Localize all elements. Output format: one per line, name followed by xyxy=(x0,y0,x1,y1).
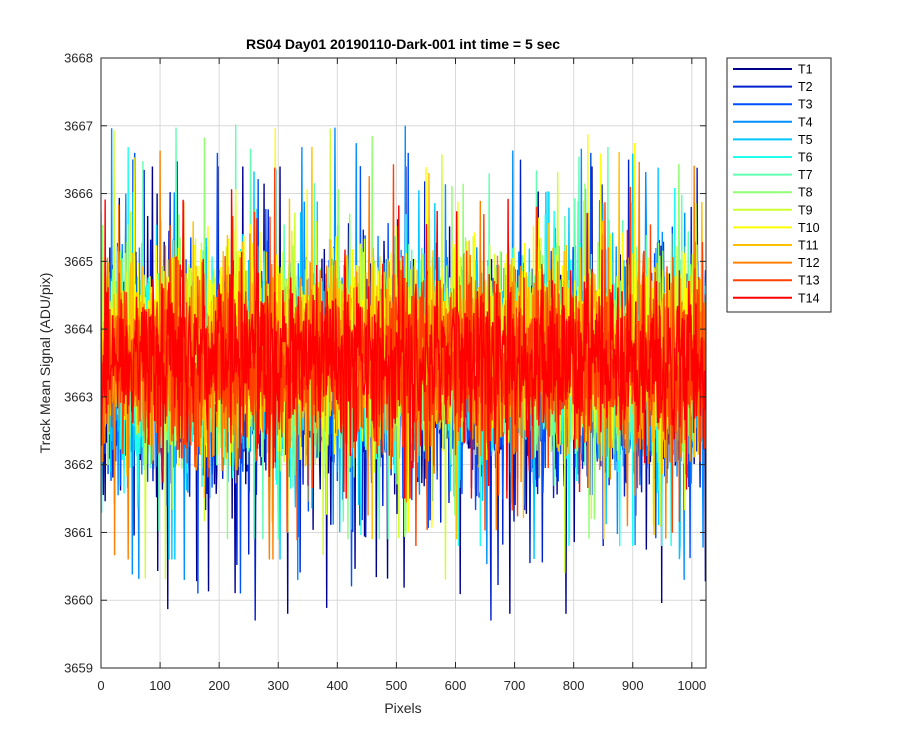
y-tick-label: 3667 xyxy=(64,118,93,133)
legend-label-t6: T6 xyxy=(798,151,813,165)
legend-label-t1: T1 xyxy=(798,63,813,77)
x-tick-label: 1000 xyxy=(677,678,706,693)
x-tick-label: 900 xyxy=(622,678,644,693)
legend-label-t13: T13 xyxy=(798,274,820,288)
chart-title: RS04 Day01 20190110-Dark-001 int time = … xyxy=(246,36,560,52)
y-axis-label: Track Mean Signal (ADU/pix) xyxy=(37,273,53,454)
y-tick-label: 3661 xyxy=(64,525,93,540)
legend-label-t7: T7 xyxy=(798,168,813,182)
legend-label-t2: T2 xyxy=(798,80,813,94)
legend-label-t10: T10 xyxy=(798,221,820,235)
x-axis-label: Pixels xyxy=(384,700,421,716)
series-lines xyxy=(101,124,706,621)
y-tick-label: 3659 xyxy=(64,661,93,676)
x-tick-label: 200 xyxy=(208,678,230,693)
legend-items: T1 T2 T3 T4 T5 T6 T7 T8 T9 T10 T11 T12 T13 T14 xyxy=(733,63,820,305)
y-tick-label: 3666 xyxy=(64,186,93,201)
x-tick-label: 500 xyxy=(386,678,408,693)
legend-label-t14: T14 xyxy=(798,291,820,305)
x-tick-label: 800 xyxy=(563,678,585,693)
legend-label-t8: T8 xyxy=(798,186,813,200)
y-tick-label: 3665 xyxy=(64,254,93,269)
y-tick-label: 3668 xyxy=(64,51,93,66)
y-tick-label: 3660 xyxy=(64,593,93,608)
x-tick-label: 300 xyxy=(267,678,289,693)
x-tick-label: 100 xyxy=(149,678,171,693)
legend-label-t5: T5 xyxy=(798,133,813,147)
y-tick-label: 3663 xyxy=(64,389,93,404)
x-tick-label: 700 xyxy=(504,678,526,693)
plot-frame xyxy=(100,57,707,669)
legend-label-t4: T4 xyxy=(798,115,813,129)
x-tick-label: 600 xyxy=(445,678,467,693)
legend-label-t11: T11 xyxy=(798,239,819,253)
y-tick-label: 3662 xyxy=(64,457,93,472)
legend-label-t9: T9 xyxy=(798,203,813,217)
x-tick-label: 400 xyxy=(326,678,348,693)
series-line-t14 xyxy=(101,189,706,499)
x-tick-label: 0 xyxy=(97,678,104,693)
x-ticks: 0 100 200 300 400 500 600 700 800 900 1000 xyxy=(97,58,706,693)
y-tick-label: 3664 xyxy=(64,322,93,337)
legend-label-t12: T12 xyxy=(798,256,820,270)
y-ticks: 3659 3660 3661 3662 3663 3664 3665 3666 3667 3668 xyxy=(64,51,706,676)
legend-label-t3: T3 xyxy=(798,98,813,112)
legend: T1 T2 T3 T4 T5 T6 T7 T8 T9 T10 T11 T12 T13 T14 xyxy=(726,57,832,313)
plot-axes: 0 100 200 300 400 500 600 700 800 900 1000 3659 366… xyxy=(64,51,707,693)
legend-box xyxy=(726,57,832,313)
